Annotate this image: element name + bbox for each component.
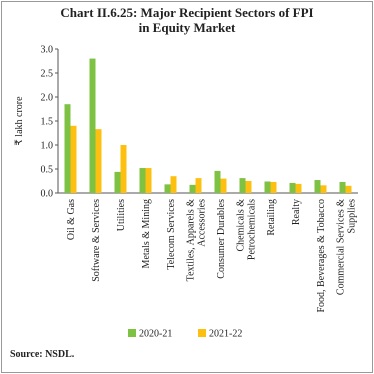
y-axis-label: ₹ lakh crore (14, 96, 25, 146)
legend-label: 2020-21 (139, 329, 172, 340)
x-tick-label: Telecom Services (166, 199, 177, 270)
bar (89, 58, 96, 193)
legend-swatch (198, 329, 206, 337)
x-tick-label: Utilities (116, 199, 127, 231)
legend-swatch (128, 329, 136, 337)
bar (239, 178, 246, 193)
bar (245, 181, 252, 193)
x-tick-label: Retailing (266, 199, 277, 236)
bar (70, 125, 77, 193)
bar (320, 185, 327, 193)
bar (195, 178, 202, 193)
bar (164, 184, 171, 193)
y-tick-label: 1.5 (41, 117, 54, 128)
legend-label: 2021-22 (209, 329, 242, 340)
bar (270, 181, 277, 193)
x-tick-label: Textiles, Apparels &Accessories (186, 199, 208, 282)
bar (345, 185, 352, 193)
bar (139, 168, 146, 193)
x-tick-label: Commercial Services &Supplies (336, 199, 358, 295)
x-tick-label: Chemicals &Petrochemicals (236, 199, 258, 260)
x-tick-label: Metals & Mining (141, 199, 152, 268)
x-tick-label: Food, Beverages & Tobacco (316, 199, 327, 313)
bar (114, 171, 121, 193)
chart-title: Chart II.6.25: Major Recipient Sectors o… (60, 5, 314, 35)
bar (289, 182, 296, 193)
bar (264, 181, 271, 193)
bar (214, 170, 221, 193)
bar (64, 104, 71, 193)
bar (120, 145, 127, 193)
y-tick-label: 2.0 (41, 93, 54, 104)
bar (189, 184, 196, 193)
x-tick-label: Consumer Durables (216, 199, 227, 279)
x-tick-label: Oil & Gas (66, 199, 77, 240)
bar (339, 181, 346, 193)
y-tick-label: 3.0 (41, 45, 54, 56)
bar (314, 180, 321, 193)
x-tick-label: Realty (291, 199, 302, 225)
bar (295, 183, 302, 193)
y-tick-label: 0.5 (41, 165, 54, 176)
bar (220, 178, 227, 193)
y-tick-label: 0.0 (41, 189, 54, 200)
bar (170, 176, 177, 193)
y-tick-label: 2.5 (41, 69, 54, 80)
bar (145, 168, 152, 193)
x-tick-label: Software & Services (91, 199, 102, 282)
bar (95, 129, 102, 193)
y-tick-label: 1.0 (41, 141, 54, 152)
source-note: Source: NSDL. (10, 349, 75, 360)
